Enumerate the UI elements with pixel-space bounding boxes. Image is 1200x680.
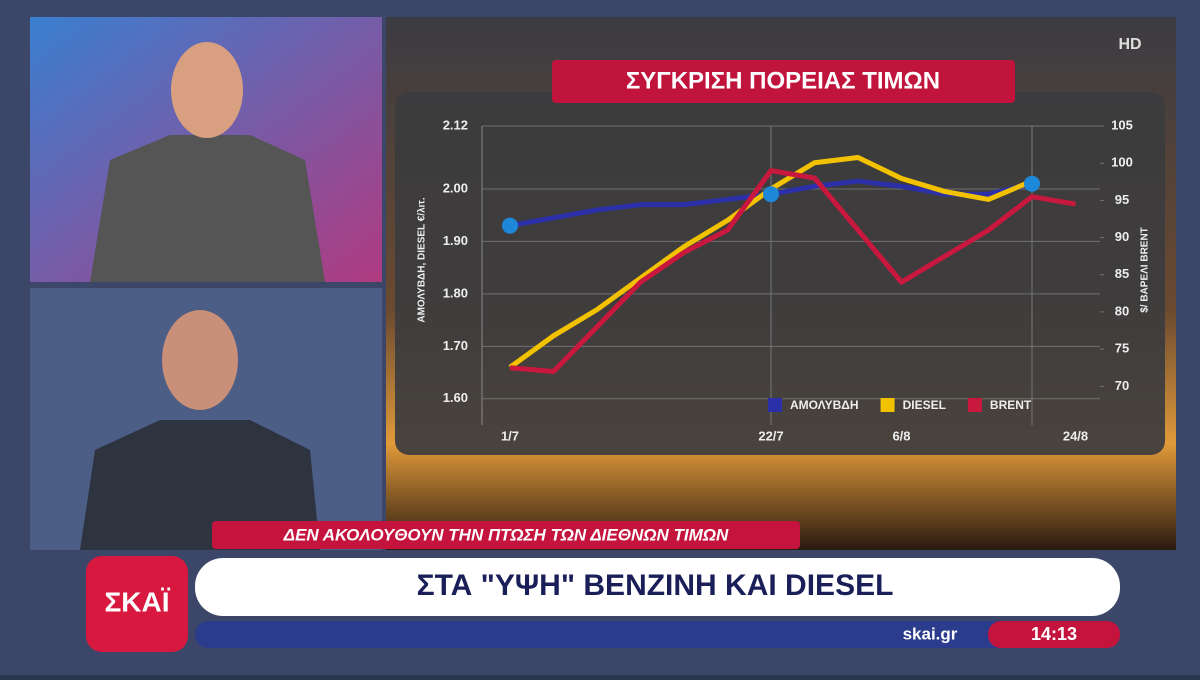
series-line [509,168,1076,374]
strap-bar [212,521,800,549]
chart-title: ΣΥΓΚΡΙΣΗ ΠΟΡΕΙΑΣ ΤΙΜΩΝ [626,67,940,94]
time-pill [988,621,1120,648]
point-marker [763,186,779,203]
y2-tick-label: 85 [1115,266,1129,281]
y2-tick-label: 105 [1111,117,1133,132]
y2-tick-label: 100 [1111,155,1133,170]
y-tick-label: 1.80 [443,285,468,300]
guest-suit [80,420,320,550]
ticker-bar [195,621,1120,648]
anchor-suit [90,135,325,282]
y2-tick-label: 80 [1115,303,1129,318]
title-banner [552,60,1015,103]
legend-label: ΑΜΟΛΥΒΔΗ [790,398,859,412]
y2-tick-label: 90 [1115,229,1129,244]
y-tick-label: 2.12 [443,117,468,132]
site: skai.gr [903,624,958,643]
y2-tick-label: 95 [1115,192,1129,207]
y-axis-label: ΑΜΟΛΥΒΔΗ, DIESEL €/λιτ. [417,197,428,323]
x-tick-label: 24/8 [1063,428,1088,443]
legend-swatch [768,398,782,412]
headline: ΣΤΑ "ΥΨΗ" ΒΕΝΖΙΝΗ ΚΑΙ DIESEL [417,569,894,602]
y-tick-label: 1.60 [443,390,468,405]
legend-swatch [967,398,982,412]
logo-box [86,556,188,652]
point-marker [1024,175,1040,192]
chart-box [395,92,1165,455]
clock: 14:13 [1031,624,1077,644]
legend-label: BRENT [990,398,1032,412]
y2-tick-label: 75 [1115,341,1129,356]
legend-swatch [880,398,895,412]
hd-badge: HD [1118,36,1141,53]
y-tick-label: 2.00 [443,180,468,195]
guest-head [162,310,238,410]
strap-text: ΔΕΝ ΑΚΟΛΟΥΘΟΥΝ ΤΗΝ ΠΤΩΣΗ ΤΩΝ ΔΙΕΘΝΩΝ ΤΙΜ… [283,525,729,544]
x-tick-label: 1/7 [501,428,519,443]
legend-label: DIESEL [903,398,946,412]
headline-bar [195,558,1120,616]
anchor-head [171,42,243,138]
x-tick-label: 22/7 [758,428,783,443]
y2-tick-label: 70 [1115,378,1129,393]
y-tick-label: 1.90 [443,233,468,248]
plot: 1.60 1.70 1.80 1.90 2.00 2.12 70 75 80 85 90 95 100 1… [443,117,1133,443]
logo: ΣΚΑΪ [104,586,170,617]
x-tick-label: 6/8 [892,428,910,443]
point-marker [502,217,518,234]
y2-axis-label: $/ ΒΑΡΕΛΙ BRENT [1140,227,1151,313]
y-tick-label: 1.70 [443,338,468,353]
